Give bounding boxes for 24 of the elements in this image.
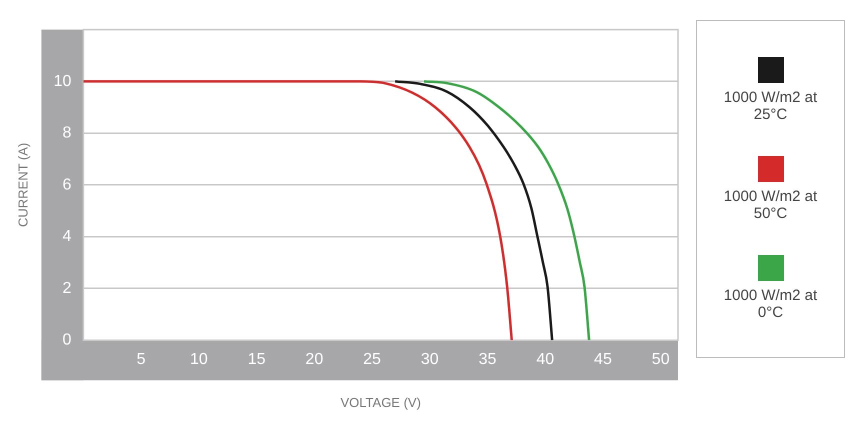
x-tick-label: 10: [190, 351, 208, 368]
x-tick-label: 35: [478, 351, 496, 368]
x-tick-label: 30: [420, 351, 439, 368]
x-tick-label: 25: [363, 351, 382, 368]
line-series: [394, 80, 554, 340]
line-series: [422, 80, 590, 340]
y-tick-label: 4: [62, 228, 72, 246]
y-tick-label: 8: [62, 124, 72, 142]
line-series: [83, 80, 513, 340]
x-tick-label: 15: [248, 351, 266, 368]
x-axis-title: VOLTAGE (V): [340, 394, 421, 410]
y-tick-label: 2: [62, 280, 72, 297]
x-tick-label: 45: [594, 351, 612, 368]
legend-label: 1000 W/m2 at 25°C: [722, 89, 818, 124]
legend-label: 1000 W/m2 at 0°C: [722, 286, 818, 321]
x-tick-label: 50: [652, 351, 670, 368]
y-tick-label: 10: [54, 72, 72, 90]
legend-label: 1000 W/m2 at 50°C: [722, 188, 818, 222]
x-tick-label: 40: [536, 351, 554, 368]
x-tick-label: 5: [136, 351, 146, 368]
y-axis-title: CURRENT (A): [15, 142, 30, 228]
y-tick-label: 0: [62, 332, 72, 349]
y-tick-label: 6: [62, 176, 72, 194]
x-tick-label: 20: [305, 351, 324, 368]
